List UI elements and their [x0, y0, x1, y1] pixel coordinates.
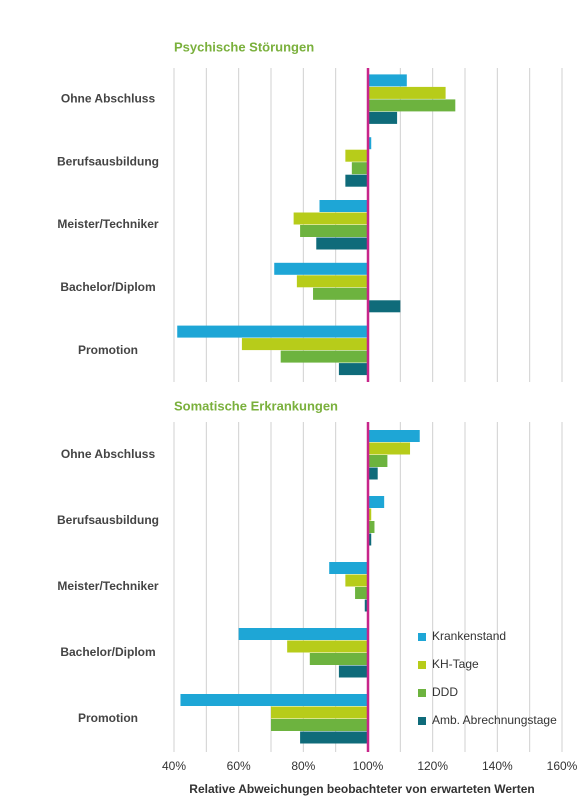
- bar: [368, 300, 401, 313]
- bar: [271, 706, 368, 719]
- panel-title: Somatische Erkrankungen: [174, 398, 338, 413]
- bar: [338, 665, 368, 678]
- bar: [296, 275, 368, 288]
- bar: [280, 350, 368, 363]
- bar: [316, 237, 368, 250]
- x-tick-label: 120%: [417, 759, 448, 773]
- bar: [364, 599, 368, 612]
- bar: [338, 363, 368, 376]
- category-label: Ohne Abschluss: [61, 447, 156, 461]
- x-tick-label: 80%: [291, 759, 315, 773]
- bar: [241, 338, 368, 351]
- bar: [329, 562, 368, 574]
- bar: [368, 467, 378, 480]
- x-tick-label: 140%: [482, 759, 513, 773]
- bar: [368, 99, 456, 112]
- bar: [177, 325, 368, 338]
- bar: [368, 496, 385, 508]
- panel-title: Psychische Störungen: [174, 39, 314, 54]
- bar: [368, 533, 372, 546]
- bar: [368, 86, 446, 99]
- bar: [368, 442, 411, 455]
- bar: [180, 694, 368, 706]
- bar: [300, 225, 368, 237]
- x-tick-label: 160%: [547, 759, 578, 773]
- bar: [351, 162, 368, 175]
- x-tick-label: 40%: [162, 759, 186, 773]
- bar: [274, 262, 368, 275]
- legend-label: Amb. Abrechnungstage: [432, 713, 557, 727]
- bar: [368, 111, 398, 124]
- category-label: Promotion: [78, 343, 138, 357]
- x-tick-label: 100%: [353, 759, 384, 773]
- legend-label: DDD: [432, 685, 458, 699]
- category-label: Berufsausbildung: [57, 513, 159, 527]
- bar: [345, 149, 368, 162]
- bar: [238, 628, 368, 640]
- bar: [355, 587, 368, 599]
- bar: [345, 574, 368, 587]
- legend-label: KH-Tage: [432, 657, 479, 671]
- legend-label: Krankenstand: [432, 629, 506, 643]
- x-axis-label: Relative Abweichungen beobachteter von e…: [189, 782, 534, 796]
- bar: [368, 455, 388, 467]
- bar: [368, 508, 372, 521]
- bar: [368, 74, 407, 87]
- bar: [313, 287, 368, 300]
- legend-swatch: [418, 661, 426, 669]
- bar: [368, 430, 420, 442]
- category-label: Meister/Techniker: [57, 579, 158, 593]
- category-label: Ohne Abschluss: [61, 92, 156, 106]
- category-label: Meister/Techniker: [57, 217, 158, 231]
- legend-swatch: [418, 633, 426, 641]
- bar: [345, 174, 368, 187]
- legend-swatch: [418, 689, 426, 697]
- bar: [309, 653, 368, 665]
- category-label: Bachelor/Diplom: [60, 645, 155, 659]
- bar: [368, 137, 372, 150]
- bar: [293, 212, 368, 225]
- category-label: Promotion: [78, 711, 138, 725]
- category-label: Bachelor/Diplom: [60, 280, 155, 294]
- bar: [368, 521, 375, 533]
- bar: [319, 200, 368, 212]
- bar: [271, 719, 368, 731]
- bar: [300, 731, 368, 744]
- legend-swatch: [418, 717, 426, 725]
- x-tick-label: 60%: [227, 759, 251, 773]
- category-label: Berufsausbildung: [57, 154, 159, 168]
- bar: [287, 640, 368, 653]
